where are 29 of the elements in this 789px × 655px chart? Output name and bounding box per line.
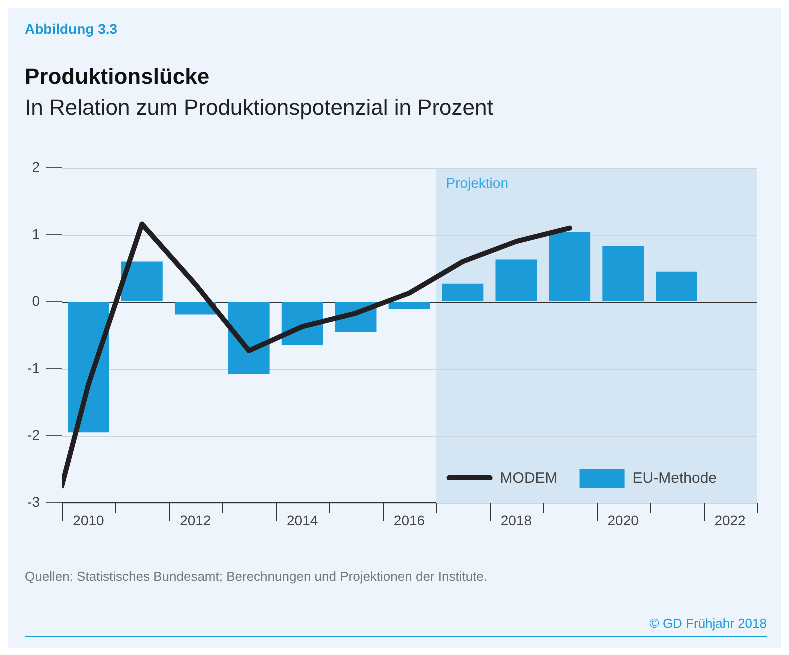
x-tick-label: 2020 bbox=[608, 512, 640, 528]
bar bbox=[602, 246, 644, 302]
x-tick-label: 2018 bbox=[500, 512, 532, 528]
bar bbox=[656, 272, 698, 302]
bar bbox=[442, 284, 484, 302]
chart-title: Produktionslücke bbox=[25, 64, 210, 90]
x-tick-label: 2010 bbox=[73, 512, 105, 528]
x-tick-label: 2022 bbox=[714, 512, 746, 528]
bar bbox=[496, 260, 538, 302]
legend-label: MODEM bbox=[500, 470, 558, 488]
x-tick-label: 2012 bbox=[180, 512, 212, 528]
y-tick-label: -3 bbox=[28, 494, 40, 510]
bar bbox=[122, 262, 163, 302]
chart-subtitle: In Relation zum Produktionspotenzial in Prozent bbox=[25, 95, 494, 121]
y-tick-label: 2 bbox=[32, 158, 40, 175]
bar bbox=[549, 232, 591, 302]
bar bbox=[388, 302, 430, 310]
y-tick-label: -1 bbox=[28, 360, 40, 376]
legend-label: EU-Methode bbox=[632, 470, 718, 488]
y-tick-label: 0 bbox=[32, 292, 40, 309]
y-tick-label: 1 bbox=[32, 226, 40, 242]
text: © GD Frühjahr 2018 bbox=[650, 616, 767, 631]
source-note: Quellen: Statistisches Bundesamt; Berechnungen und Projektionen der Institute. bbox=[25, 569, 488, 584]
text: Abbildung 3.3 bbox=[25, 21, 118, 37]
band-label: Projektion bbox=[446, 174, 508, 191]
bar bbox=[228, 302, 270, 374]
y-tick-label: -2 bbox=[28, 426, 40, 443]
x-tick-label: 2016 bbox=[394, 512, 426, 528]
x-tick-label: 2014 bbox=[287, 512, 318, 528]
